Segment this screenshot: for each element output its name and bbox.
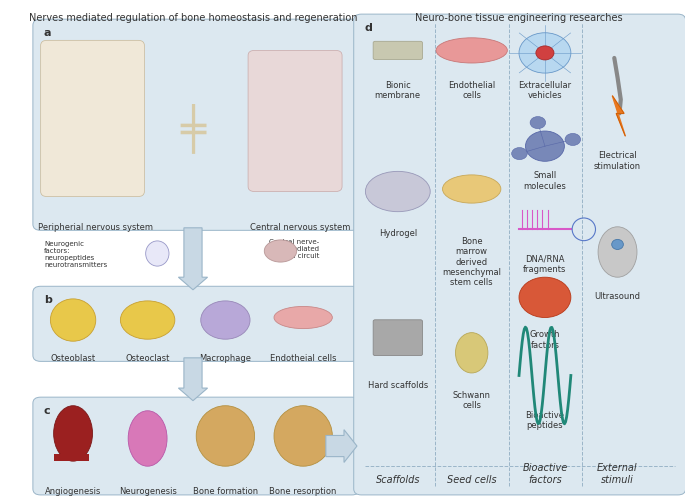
- Polygon shape: [612, 96, 625, 136]
- Ellipse shape: [565, 134, 581, 146]
- Ellipse shape: [530, 116, 546, 129]
- Text: Bioactive
peptides: Bioactive peptides: [525, 411, 564, 430]
- FancyArrow shape: [326, 429, 357, 463]
- Text: c: c: [44, 406, 51, 416]
- FancyBboxPatch shape: [33, 19, 360, 230]
- Text: Osteoblast: Osteoblast: [51, 354, 96, 363]
- Text: b: b: [44, 295, 52, 305]
- FancyArrow shape: [178, 228, 208, 290]
- Text: Macrophage: Macrophage: [199, 354, 251, 363]
- Text: Extracellular
vehicles: Extracellular vehicles: [519, 81, 571, 100]
- FancyBboxPatch shape: [248, 50, 342, 192]
- Text: Bioactive
factors: Bioactive factors: [522, 463, 568, 485]
- Text: Central nerve-
mediated
neural circuit: Central nerve- mediated neural circuit: [269, 239, 319, 260]
- FancyBboxPatch shape: [353, 14, 685, 495]
- Text: Ultrasound: Ultrasound: [595, 292, 640, 301]
- FancyBboxPatch shape: [33, 397, 360, 495]
- Ellipse shape: [201, 301, 250, 339]
- Text: Hard scaffolds: Hard scaffolds: [368, 381, 428, 390]
- Text: Scaffolds: Scaffolds: [375, 475, 420, 485]
- FancyBboxPatch shape: [40, 40, 145, 197]
- Text: DNA/RNA
fragments: DNA/RNA fragments: [523, 255, 566, 274]
- Text: Nerves mediated regulation of bone homeostasis and regeneration: Nerves mediated regulation of bone homeo…: [29, 13, 358, 23]
- Ellipse shape: [519, 277, 571, 318]
- Ellipse shape: [456, 333, 488, 373]
- Text: Neurogenic
factors:
neuropeptides
neurotransmitters: Neurogenic factors: neuropeptides neurot…: [44, 241, 107, 268]
- Ellipse shape: [519, 33, 571, 73]
- Text: Angiogenesis: Angiogenesis: [45, 487, 101, 496]
- Text: Central nervous system: Central nervous system: [250, 223, 350, 232]
- Ellipse shape: [443, 175, 501, 203]
- Ellipse shape: [436, 38, 508, 63]
- Ellipse shape: [264, 240, 297, 262]
- Ellipse shape: [274, 406, 332, 466]
- Text: Bone resorption: Bone resorption: [269, 487, 337, 496]
- Text: Neurogenesis: Neurogenesis: [119, 487, 177, 496]
- Ellipse shape: [612, 239, 623, 249]
- Text: Electrical
stimulation: Electrical stimulation: [594, 151, 641, 170]
- Ellipse shape: [512, 148, 527, 160]
- Ellipse shape: [51, 299, 96, 341]
- Bar: [53, 454, 89, 461]
- Ellipse shape: [53, 406, 92, 461]
- Ellipse shape: [365, 171, 430, 212]
- Text: Small
molecules: Small molecules: [523, 171, 566, 191]
- Text: Endothelial
cells: Endothelial cells: [448, 81, 495, 100]
- Text: Endotheial cells: Endotheial cells: [270, 354, 336, 363]
- Text: d: d: [364, 23, 373, 33]
- Text: Growth
factors: Growth factors: [530, 330, 560, 349]
- Ellipse shape: [525, 131, 564, 161]
- FancyBboxPatch shape: [33, 286, 360, 361]
- Ellipse shape: [196, 406, 255, 466]
- FancyBboxPatch shape: [373, 41, 423, 59]
- Text: Osteoclast: Osteoclast: [125, 354, 170, 363]
- Ellipse shape: [274, 306, 332, 329]
- Text: External
stimuli: External stimuli: [597, 463, 638, 485]
- Ellipse shape: [121, 301, 175, 339]
- Text: Bionic
membrane: Bionic membrane: [375, 81, 421, 100]
- Text: Seed cells: Seed cells: [447, 475, 497, 485]
- Text: Hydrogel: Hydrogel: [379, 229, 417, 238]
- Text: ╪: ╪: [180, 104, 206, 153]
- Text: Peripherial nervous system: Peripherial nervous system: [38, 223, 153, 232]
- FancyBboxPatch shape: [373, 320, 423, 356]
- Ellipse shape: [128, 411, 167, 466]
- Text: Neuro-bone tissue engineering researches: Neuro-bone tissue engineering researches: [415, 13, 623, 23]
- Ellipse shape: [598, 227, 637, 277]
- FancyArrow shape: [178, 358, 208, 401]
- Text: Bone
marrow
derived
mesenchymal
stem cells: Bone marrow derived mesenchymal stem cel…: [443, 237, 501, 287]
- Text: Schwann
cells: Schwann cells: [453, 391, 490, 410]
- Text: a: a: [44, 28, 51, 38]
- Text: Bone formation: Bone formation: [193, 487, 258, 496]
- Ellipse shape: [146, 241, 169, 266]
- Ellipse shape: [536, 46, 554, 60]
